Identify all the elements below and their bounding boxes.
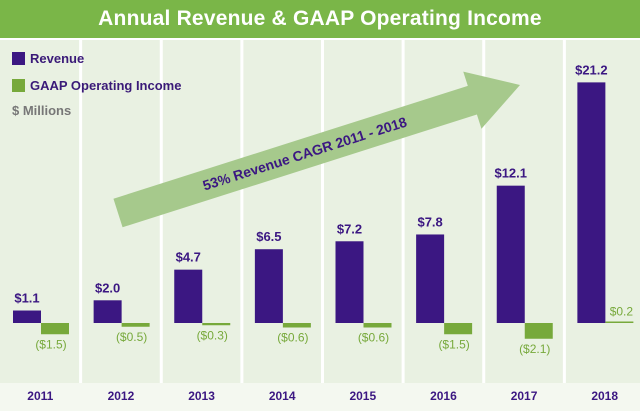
- operating-income-bar: [524, 323, 553, 339]
- operating-income-value-label: $0.2: [610, 305, 634, 319]
- revenue-value-label: $12.1: [494, 166, 527, 181]
- chart-title-bar: Annual Revenue & GAAP Operating Income: [0, 0, 640, 38]
- revenue-bar: [496, 185, 525, 323]
- revenue-bar: [416, 234, 445, 323]
- legend-label-revenue: Revenue: [30, 51, 85, 66]
- operating-income-value-label: ($2.1): [519, 342, 550, 356]
- revenue-value-label: $1.1: [14, 291, 39, 306]
- operating-income-bar: [121, 323, 150, 327]
- category-tick-label: 2011: [27, 389, 53, 403]
- legend-swatch-revenue: [12, 52, 25, 65]
- revenue-value-label: $7.2: [337, 221, 362, 236]
- legend-item-operating-income: GAAP Operating Income: [12, 78, 181, 93]
- category-tick-label: 2018: [591, 389, 618, 403]
- revenue-value-label: $7.8: [417, 214, 442, 229]
- revenue-bar: [13, 310, 41, 323]
- operating-income-bar: [605, 321, 634, 323]
- revenue-value-label: $2.0: [95, 280, 120, 295]
- cagr-arrow-shape: [113, 71, 520, 228]
- operating-income-value-label: ($1.5): [438, 337, 469, 351]
- operating-income-bar: [202, 323, 231, 326]
- category-tick-label: 2016: [430, 389, 457, 403]
- column-background: [162, 40, 241, 383]
- revenue-value-label: $6.5: [256, 229, 281, 244]
- chart-title: Annual Revenue & GAAP Operating Income: [98, 7, 542, 30]
- revenue-value-label: $4.7: [176, 250, 201, 265]
- revenue-bar: [93, 300, 122, 323]
- category-tick-label: 2013: [188, 389, 215, 403]
- operating-income-value-label: ($0.6): [277, 331, 308, 345]
- revenue-bar: [335, 241, 364, 323]
- category-tick-label: 2017: [511, 389, 538, 403]
- category-axis-strip: [0, 383, 640, 411]
- revenue-bar: [174, 269, 203, 323]
- category-tick-label: 2012: [108, 389, 135, 403]
- revenue-value-label: $21.2: [575, 62, 608, 77]
- operating-income-value-label: ($0.6): [358, 331, 389, 345]
- revenue-bar: [254, 249, 283, 323]
- operating-income-bar: [444, 323, 473, 335]
- units-note: $ Millions: [12, 103, 72, 118]
- operating-income-value-label: ($1.5): [35, 337, 66, 351]
- legend-swatch-operating-income: [12, 79, 25, 92]
- operating-income-bar: [363, 323, 392, 328]
- operating-income-value-label: ($0.5): [116, 330, 147, 344]
- category-tick-label: 2014: [269, 389, 296, 403]
- legend-item-revenue: Revenue: [12, 51, 84, 66]
- legend-label-operating-income: GAAP Operating Income: [30, 78, 182, 93]
- operating-income-bar: [41, 323, 69, 335]
- revenue-bar: [577, 82, 606, 323]
- category-tick-label: 2015: [349, 389, 376, 403]
- operating-income-value-label: ($0.3): [197, 328, 228, 342]
- operating-income-bar: [282, 323, 311, 328]
